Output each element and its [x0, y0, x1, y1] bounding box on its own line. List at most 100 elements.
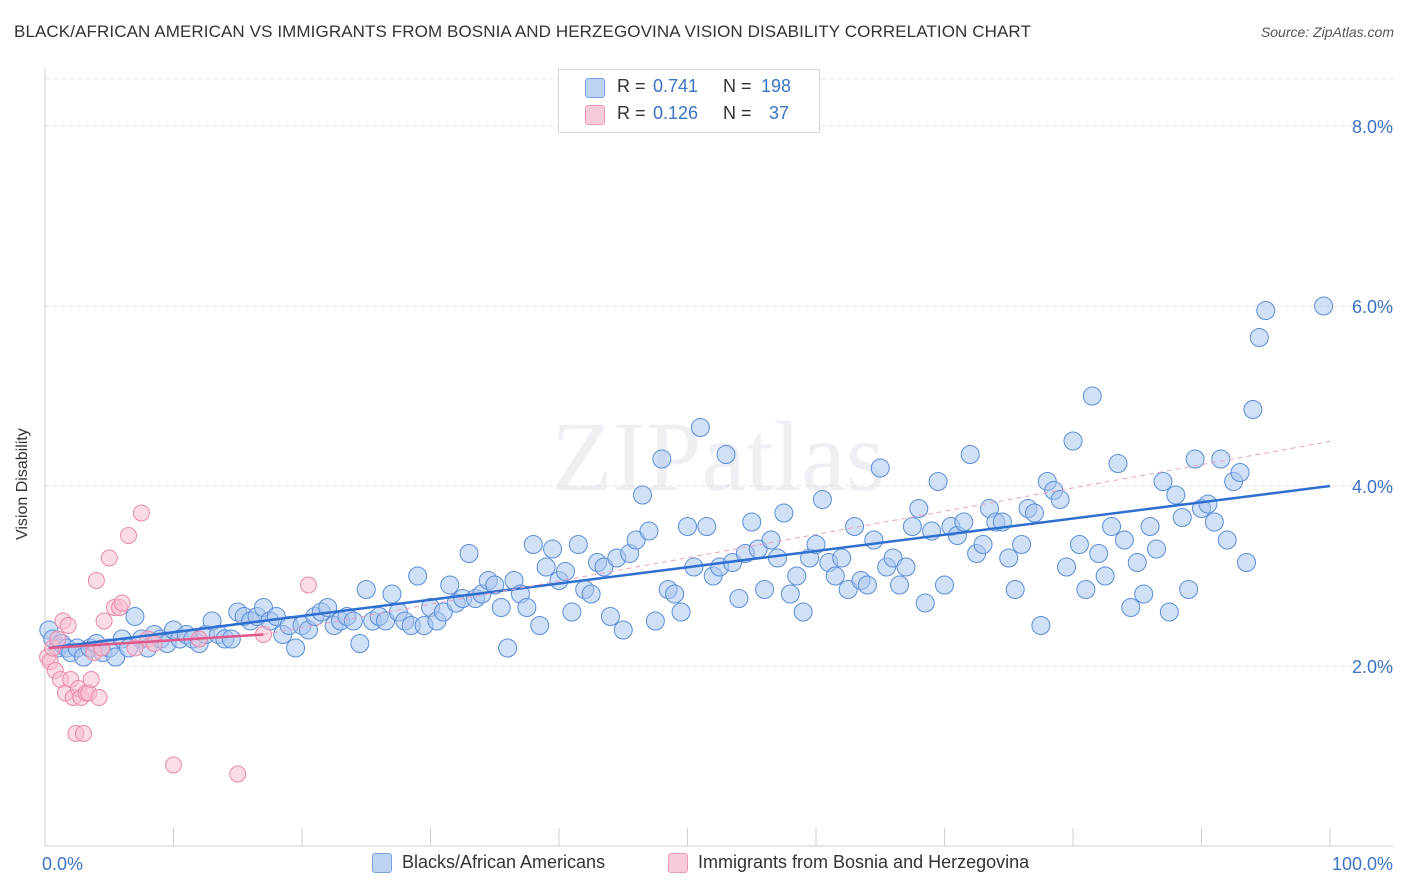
- data-point-blacks: [909, 499, 929, 518]
- data-point-blacks: [1114, 530, 1134, 550]
- data-point-blacks: [1102, 517, 1122, 536]
- data-point-blacks: [459, 544, 479, 563]
- legend-r-label: R =: [617, 76, 646, 96]
- legend-n-value: 198: [761, 76, 792, 96]
- data-point-blacks: [825, 566, 845, 586]
- source-credit: Source: ZipAtlas.com: [1260, 24, 1394, 40]
- data-point-blacks: [562, 602, 582, 622]
- data-point-blacks: [1050, 490, 1070, 509]
- data-point-blacks: [915, 593, 935, 613]
- data-point-blacks: [1089, 544, 1109, 563]
- data-point-blacks: [1236, 553, 1256, 572]
- data-point-blacks: [832, 548, 852, 568]
- data-point-blacks: [1012, 535, 1032, 554]
- data-point-blacks: [761, 530, 781, 550]
- data-point-blacks: [1211, 449, 1231, 469]
- data-point-blacks: [845, 517, 865, 536]
- data-point-bosnia: [132, 504, 150, 522]
- data-point-blacks: [1198, 494, 1218, 514]
- data-point-blacks: [774, 503, 794, 523]
- data-point-blacks: [1134, 584, 1154, 604]
- data-point-blacks: [1063, 431, 1083, 451]
- tick-labels: 2.0% 4.0% 6.0% 8.0% 0.0% 100.0%: [42, 117, 1393, 874]
- y-axis-label: Vision Disability: [14, 428, 31, 540]
- data-point-bosnia: [299, 576, 317, 594]
- data-point-blacks: [581, 584, 601, 604]
- data-point-blacks: [1031, 616, 1051, 635]
- correlation-legend: R = 0.741 N = 198 R = 0.126 N = 37: [558, 69, 820, 133]
- data-point-blacks: [440, 575, 460, 595]
- data-point-blacks: [613, 620, 633, 640]
- data-point-blacks: [960, 445, 980, 464]
- x-tick-label: 100.0%: [1332, 854, 1393, 874]
- y-tick-label: 2.0%: [1352, 657, 1393, 677]
- data-point-blacks: [742, 512, 762, 532]
- data-point-blacks: [600, 607, 620, 626]
- data-point-bosnia: [113, 594, 131, 612]
- data-point-blacks: [780, 584, 800, 604]
- data-point-blacks: [382, 584, 402, 604]
- data-point-blacks: [671, 602, 691, 622]
- data-point-blacks: [498, 638, 518, 658]
- data-point-blacks: [1069, 535, 1089, 554]
- y-tick-label: 4.0%: [1352, 477, 1393, 497]
- data-point-blacks: [491, 598, 511, 617]
- data-point-blacks: [954, 512, 974, 532]
- legend-swatch-pink: [668, 853, 688, 873]
- data-point-blacks: [755, 580, 775, 599]
- legend-r-label: R =: [617, 103, 646, 123]
- data-point-blacks: [864, 530, 884, 550]
- legend-r-value: 0.741: [653, 76, 699, 96]
- trend-extension-bosnia: [263, 440, 1331, 635]
- axes: [44, 68, 1393, 847]
- data-point-blacks: [652, 449, 672, 469]
- data-point-blacks: [1217, 530, 1237, 550]
- legend-n-value: 37: [769, 103, 790, 123]
- data-point-blacks: [665, 584, 685, 604]
- data-point-blacks: [1159, 602, 1179, 622]
- data-point-blacks: [1140, 517, 1160, 536]
- data-point-bosnia: [90, 689, 108, 706]
- data-point-blacks: [485, 575, 505, 595]
- data-point-blacks: [812, 490, 832, 509]
- data-point-bosnia: [120, 527, 138, 544]
- data-point-blacks: [678, 517, 697, 536]
- data-point-blacks: [633, 485, 653, 505]
- data-point-bosnia: [165, 756, 182, 774]
- data-point-bosnia: [145, 635, 163, 652]
- legend-n-label: N =: [723, 103, 752, 123]
- data-point-blacks: [1108, 454, 1128, 473]
- series-bosnia-points: [39, 504, 317, 783]
- data-point-blacks: [1127, 553, 1147, 572]
- data-point-blacks: [1185, 449, 1205, 469]
- data-point-blacks: [286, 638, 306, 658]
- trend-line-bosnia: [48, 633, 264, 650]
- data-point-blacks: [870, 458, 890, 478]
- data-point-blacks: [935, 575, 954, 595]
- data-point-blacks: [890, 575, 910, 595]
- data-point-bosnia: [87, 572, 105, 589]
- data-point-blacks: [1024, 503, 1044, 523]
- data-point-blacks: [1179, 580, 1199, 599]
- data-point-blacks: [645, 611, 665, 631]
- data-point-blacks: [767, 548, 787, 568]
- data-point-blacks: [1256, 301, 1276, 320]
- legend-label-blacks: Blacks/African Americans: [402, 852, 606, 872]
- data-point-blacks: [1243, 400, 1263, 419]
- legend-r-value: 0.126: [653, 103, 699, 123]
- data-point-blacks: [1082, 386, 1102, 406]
- data-point-blacks: [1147, 539, 1167, 559]
- y-tick-label: 6.0%: [1352, 297, 1393, 317]
- data-point-blacks: [1057, 557, 1077, 577]
- data-point-blacks: [902, 517, 922, 536]
- data-point-blacks: [1230, 463, 1250, 482]
- data-point-blacks: [1076, 580, 1096, 599]
- series-legend: Blacks/African Americans Immigrants from…: [0, 850, 1406, 878]
- data-point-blacks: [517, 598, 537, 617]
- data-point-blacks: [928, 472, 948, 491]
- trend-lines: [48, 440, 1331, 650]
- data-point-bosnia: [82, 671, 100, 688]
- data-point-bosnia: [100, 549, 118, 567]
- data-point-blacks: [999, 548, 1019, 568]
